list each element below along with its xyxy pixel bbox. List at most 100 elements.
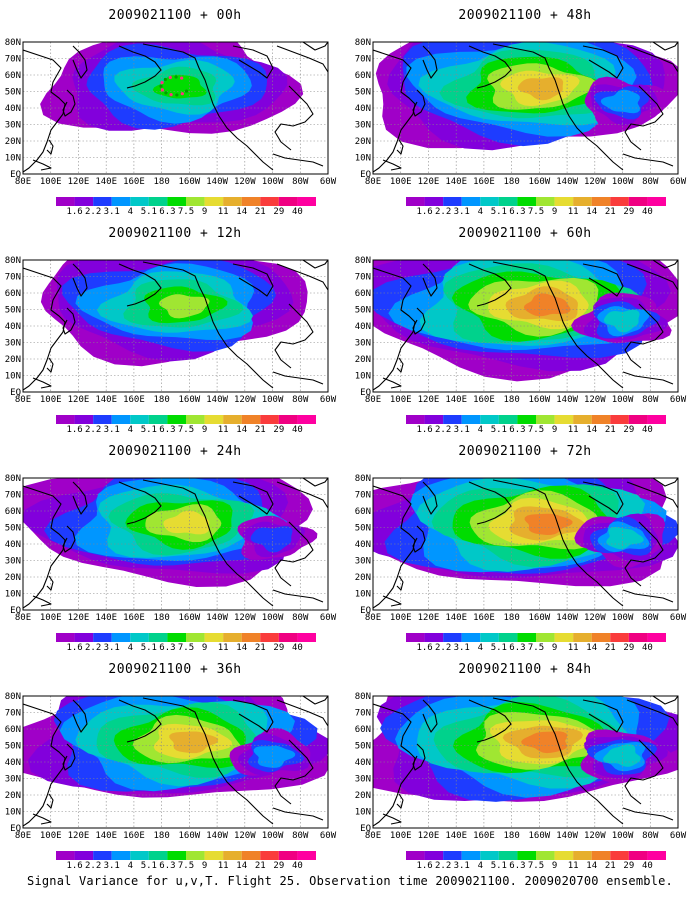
panel-title: 2009021100 + 24h [108,444,242,459]
lat-tick-label: 50N [5,742,21,752]
colorbar-swatch [610,415,629,424]
lon-tick-label: 180 [154,613,170,623]
lat-tick-label: 50N [355,88,371,98]
lat-lon-grid [373,42,678,174]
colorbar-label: 5.1 [491,643,507,653]
lat-tick-label: 70N [355,273,371,283]
colorbar-swatch [536,851,555,860]
colorbar-label: 4 [478,425,483,435]
colorbar-label: 29 [623,207,634,217]
colorbar-swatch [554,415,574,424]
forecast-panel-60h: 2009021100 + 60h 80N 70N 60N 50N 40N 30N 20N 10N… [350,218,700,435]
colorbar-swatch [647,851,666,860]
colorbar-swatch [628,633,648,642]
colorbar-swatch [111,851,131,860]
colorbar-swatch [498,197,518,206]
shaded-field [23,478,328,610]
lon-tick-label: 100W [262,613,284,623]
colorbar-label: 14 [236,643,247,653]
colorbar-swatch [647,415,666,424]
lon-tick-label: 140W [206,395,228,405]
colorbar-label: 21 [255,207,266,217]
lon-tick-label: 60W [320,831,337,841]
lat-tick-label: 80N [355,692,371,702]
colorbar-swatch [93,851,112,860]
lon-tick-label: 120E [418,177,440,187]
lat-tick-label: EQ [360,170,371,180]
map-frame [22,477,329,611]
lon-tick-label: 160W [529,613,551,623]
lat-tick-label: 80N [5,256,21,266]
colorbar-swatch [204,415,224,424]
shaded-field [373,696,678,828]
colorbar-swatch [223,415,242,424]
colorbar-swatch [93,415,112,424]
lat-tick-label: 80N [355,256,371,266]
colorbar-label: 9 [552,207,557,217]
lat-tick-label: 30N [5,775,21,785]
lon-tick-label: 120W [234,177,256,187]
colorbar-label: 21 [605,643,616,653]
colorbar-label: 14 [586,861,597,871]
colorbar-label: 29 [623,425,634,435]
lat-lon-grid [23,478,328,610]
variance-contour-level [250,526,293,553]
lon-tick-label: 80E [15,395,31,405]
colorbar-swatch [111,197,131,206]
lon-tick-label: 60W [670,831,687,841]
colorbar-swatch [461,197,481,206]
lat-tick-label: 20N [355,573,371,583]
lon-tick-label: 100W [612,177,634,187]
colorbar-swatch [148,851,168,860]
colorbar-label: 21 [605,861,616,871]
lat-tick-label: 70N [5,55,21,65]
colorbar-label: 4 [128,643,133,653]
colorbar-label: 40 [292,861,303,871]
lon-tick-label: 80E [365,395,381,405]
colorbar-swatch [443,415,462,424]
colorbar-label: 29 [623,643,634,653]
colorbar-label: 9 [202,425,207,435]
lon-tick-label: 140E [445,395,467,405]
colorbar-label: 40 [292,643,303,653]
lat-tick-label: EQ [10,606,21,616]
coastlines [23,42,328,173]
lon-tick-label: 100E [390,177,412,187]
lat-tick-label: 80N [5,692,21,702]
colorbar-swatch [591,633,611,642]
colorbar-swatch [204,197,224,206]
coastlines [373,478,678,609]
lat-tick-label: 30N [5,121,21,131]
colorbar-swatch [443,633,462,642]
colorbar-label: 11 [218,643,229,653]
shaded-field [23,42,328,174]
colorbar-label: 2.2 [85,643,101,653]
shaded-field [373,478,678,610]
colorbar-label: 29 [273,425,284,435]
colorbar-swatch [536,197,555,206]
lon-tick-label: 120E [68,395,90,405]
colorbar-label: 1.6 [66,643,82,653]
colorbar-swatch [573,633,592,642]
colorbar-label: 9 [202,207,207,217]
colorbar-swatch [93,197,112,206]
lon-tick-label: 160E [473,395,495,405]
colorbar-label: 21 [605,425,616,435]
shaded-field [23,260,328,392]
lon-tick-label: 120W [234,613,256,623]
colorbar-swatch [297,197,316,206]
lat-lon-grid [373,260,678,392]
lon-tick-label: 100E [40,613,62,623]
colorbar-label: 14 [586,207,597,217]
map-frame [372,259,679,393]
lon-tick-label: 80W [642,613,659,623]
lon-tick-label: 120W [584,613,606,623]
variance-contour-level [603,309,640,333]
colorbar-swatch [56,851,75,860]
lat-tick-label: 40N [355,322,371,332]
colorbar-swatch [573,851,592,860]
lon-tick-label: 160W [179,395,201,405]
variance-contour-level [600,89,640,114]
